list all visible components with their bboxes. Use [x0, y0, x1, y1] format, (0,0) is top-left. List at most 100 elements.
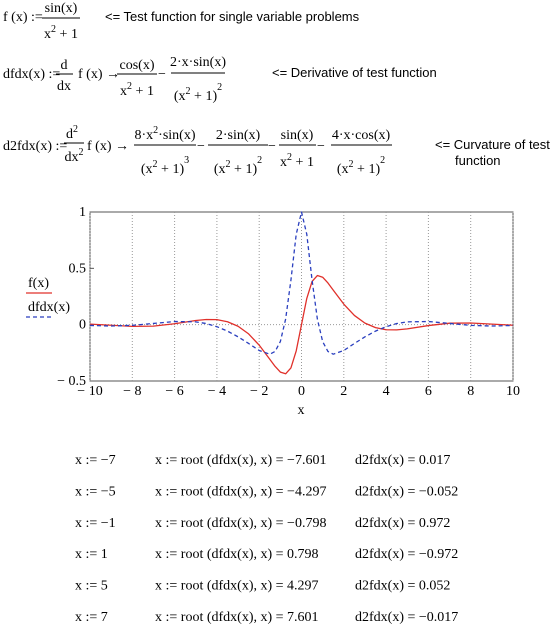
result-cell: x := root (dfdx(x), x) = −7.601 [155, 453, 326, 468]
result-cell: d2fdx(x) = −0.017 [355, 610, 458, 625]
numerator: cos(x) [120, 58, 155, 73]
argument: f (x) → [87, 139, 129, 154]
denominator: x2 + 1 [120, 81, 154, 99]
term: d [66, 127, 73, 142]
x-tick-label: − 2 [250, 384, 268, 399]
term: + 1) [191, 89, 218, 104]
result-cell: x := root (dfdx(x), x) = 7.601 [155, 610, 319, 625]
exponent: 2 [153, 125, 158, 136]
term: x [44, 27, 51, 42]
x-tick-label: − 8 [123, 384, 141, 399]
term: 8·x [135, 128, 154, 143]
term: + 1 [56, 27, 78, 42]
term: + 1) [354, 162, 381, 177]
argument: f (x) → [78, 67, 120, 82]
denominator: (x2 + 1)2 [337, 155, 385, 177]
denominator: (x2 + 1)2 [214, 155, 262, 177]
x-tick-label: − 10 [77, 384, 102, 399]
numerator: 2·x·sin(x) [170, 55, 226, 70]
lhs: f (x) := [3, 10, 43, 25]
exponent: 2 [127, 81, 132, 92]
result-cell: x := −5 [75, 484, 116, 499]
comment: <= Derivative of test function [272, 65, 437, 80]
result-cell: x := root (dfdx(x), x) = −0.798 [155, 516, 326, 531]
numerator: sin(x) [281, 128, 314, 143]
exponent: 2 [73, 124, 78, 135]
result-cell: x := −7 [75, 453, 116, 468]
comment: <= Curvature of test [435, 137, 550, 152]
term: + 1) [158, 162, 185, 177]
d2fdx-definition: d2fdx(x) := d2 dx2 f (x) → 8·x2·sin(x) (… [3, 124, 550, 177]
term: + 1 [292, 155, 314, 170]
exponent: 2 [79, 147, 84, 158]
operator: dx [57, 79, 71, 94]
chart: x − 10 − 8 − 6 − 4 − 2 0 2 4 6 8 10 − 0.5 0 0.5 1 f(x) d… [26, 205, 520, 418]
exponent: 2 [51, 24, 56, 35]
result-cell: x := 7 [75, 610, 108, 625]
exponent: 2 [186, 86, 191, 97]
lhs: dfdx(x) := [3, 67, 60, 82]
numerator: 4·x·cos(x) [332, 128, 391, 143]
comment: <= Test function for single variable pro… [105, 9, 360, 24]
exponent: 2 [380, 155, 385, 166]
exponent: 3 [184, 155, 189, 166]
term: dx [65, 150, 79, 165]
term: (x [174, 89, 186, 104]
x-tick-label: 2 [340, 384, 347, 399]
term: (x [141, 162, 153, 177]
exponent: 2 [287, 152, 292, 163]
result-cell: d2fdx(x) = 0.052 [355, 579, 450, 594]
numerator: 8·x2·sin(x) [135, 125, 196, 143]
exponent: 2 [226, 159, 231, 170]
denominator: x2 + 1 [44, 24, 78, 42]
result-cell: x := root (dfdx(x), x) = −4.297 [155, 484, 326, 499]
denominator: x2 + 1 [280, 152, 314, 170]
operator: dx2 [65, 147, 84, 165]
result-cell: x := root (dfdx(x), x) = 4.297 [155, 579, 319, 594]
x-tick-label: 10 [506, 384, 520, 399]
line-series [89, 211, 514, 355]
operator: − [197, 139, 205, 154]
exponent: 2 [153, 159, 158, 170]
exponent: 2 [257, 155, 262, 166]
y-tick-label: − 0.5 [57, 374, 86, 389]
result-cell: d2fdx(x) = −0.052 [355, 484, 458, 499]
operator: d2 [66, 124, 78, 142]
x-tick-label: − 4 [208, 384, 226, 399]
operator: d [61, 58, 68, 73]
x-tick-label: − 6 [165, 384, 183, 399]
exponent: 2 [349, 159, 354, 170]
term: ·sin(x) [158, 128, 196, 143]
numerator: sin(x) [45, 1, 78, 16]
y-tick-label: 0.5 [69, 261, 87, 276]
results-table: x := −7 x := root (dfdx(x), x) = −7.601 d2… [75, 453, 458, 625]
term: (x [337, 162, 349, 177]
result-cell: d2fdx(x) = 0.017 [355, 453, 450, 468]
result-cell: x := root (dfdx(x), x) = 0.798 [155, 547, 319, 562]
result-cell: x := 1 [75, 547, 108, 562]
dfdx-definition: dfdx(x) := d dx f (x) → cos(x) x2 + 1 − … [3, 55, 437, 104]
denominator: (x2 + 1)3 [141, 155, 189, 177]
operator: − [317, 139, 325, 154]
term: + 1 [132, 84, 154, 99]
term: x [120, 84, 127, 99]
x-tick-label: 6 [425, 384, 432, 399]
result-cell: x := −1 [75, 516, 116, 531]
result-cell: d2fdx(x) = 0.972 [355, 516, 450, 531]
lhs: d2fdx(x) := [3, 139, 67, 154]
x-tick-label: 8 [467, 384, 474, 399]
legend-label: f(x) [28, 276, 49, 291]
legend-label: dfdx(x) [28, 300, 70, 315]
numerator: 2·sin(x) [216, 128, 261, 143]
operator: − [158, 67, 166, 82]
comment: function [455, 153, 501, 168]
f-definition: f (x) := sin(x) x2 + 1 <= Test function … [3, 1, 360, 42]
denominator: (x2 + 1)2 [174, 82, 222, 104]
result-cell: x := 5 [75, 579, 108, 594]
term: + 1) [231, 162, 258, 177]
x-axis-label: x [298, 403, 305, 418]
term: x [280, 155, 287, 170]
x-tick-label: 0 [298, 384, 305, 399]
